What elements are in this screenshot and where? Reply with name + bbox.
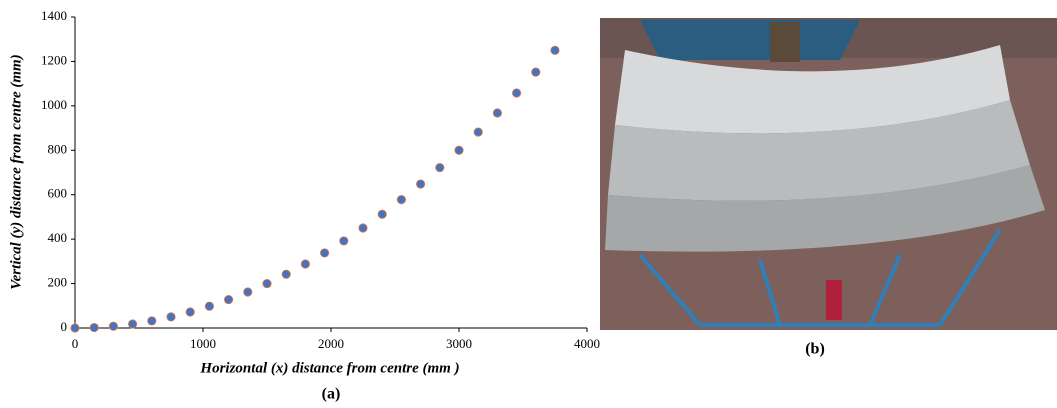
x-tick-label: 2000 (318, 336, 344, 351)
y-axis-title: Vertical (y) distance from centre (mm) (8, 54, 24, 289)
point (416, 180, 425, 188)
point (512, 89, 521, 97)
point (551, 46, 559, 55)
point (148, 317, 156, 325)
point (301, 260, 310, 268)
y-tick-label: 1200 (41, 52, 67, 67)
point (493, 109, 502, 117)
point (455, 146, 463, 155)
point (90, 323, 98, 332)
point (128, 320, 137, 328)
photo (600, 18, 1057, 330)
point (186, 308, 194, 316)
y-tick-label: 1400 (41, 8, 67, 23)
y-tick-label: 800 (48, 141, 68, 156)
y-tick-label: 1000 (41, 97, 67, 112)
point (109, 322, 118, 331)
x-tick-label: 0 (72, 336, 79, 351)
y-tick-label: 400 (48, 230, 68, 245)
point (378, 210, 387, 219)
x-tick-label: 3000 (446, 336, 472, 351)
point (436, 163, 444, 172)
point (263, 279, 271, 288)
x-tick-label: 1000 (190, 336, 216, 351)
point (205, 302, 214, 311)
point (532, 68, 540, 76)
point (167, 313, 175, 321)
point (71, 324, 79, 332)
point (282, 270, 291, 279)
panel-label: (a) (322, 386, 341, 403)
y-tick-label: 600 (48, 186, 68, 201)
y-tick-label: 200 (48, 275, 68, 290)
point (397, 195, 406, 204)
x-axis-title: Horizontal (x) distance from centre (mm … (199, 360, 459, 376)
point (474, 128, 483, 136)
x-tick-label: 4000 (574, 336, 600, 351)
point (244, 288, 252, 296)
y-tick-label: 0 (61, 319, 68, 334)
point (340, 237, 348, 245)
point (359, 224, 367, 232)
point (320, 249, 329, 257)
point (224, 295, 233, 304)
panel-label: (b) (805, 341, 825, 358)
